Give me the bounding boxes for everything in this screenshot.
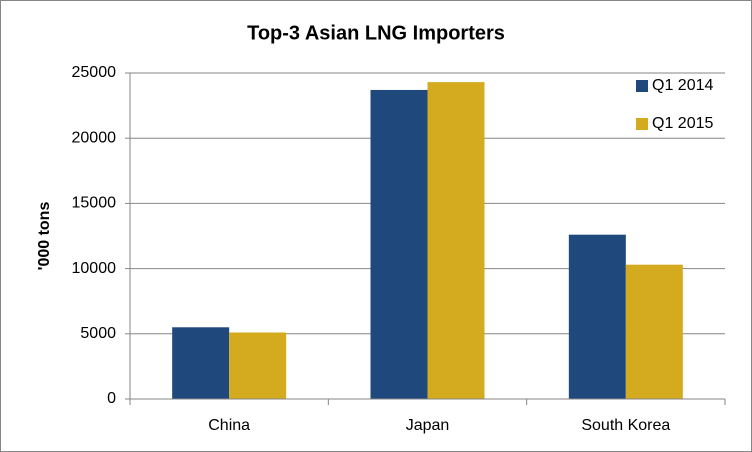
y-tick-label: 15000 [72,195,117,212]
bar [370,89,428,400]
bar [427,82,485,400]
y-tick-label: 25000 [72,64,117,81]
y-tick-label: 5000 [80,325,116,342]
chart-title: Top-3 Asian LNG Importers [247,22,505,44]
legend-swatch [636,80,648,92]
x-tick-label: South Korea [581,417,670,434]
y-tick-label: 0 [107,390,116,407]
bar [172,327,230,399]
bar [625,264,683,399]
legend-swatch [636,118,648,130]
x-tick-label: China [208,417,250,434]
bar [568,234,626,399]
y-tick-label: 10000 [72,260,117,277]
legend-label: Q1 2014 [652,77,713,94]
legend-label: Q1 2015 [652,115,713,132]
bar [229,332,287,399]
y-tick-label: 20000 [72,129,117,146]
x-tick-label: Japan [406,417,450,434]
y-axis-label: '000 tons [36,202,53,271]
